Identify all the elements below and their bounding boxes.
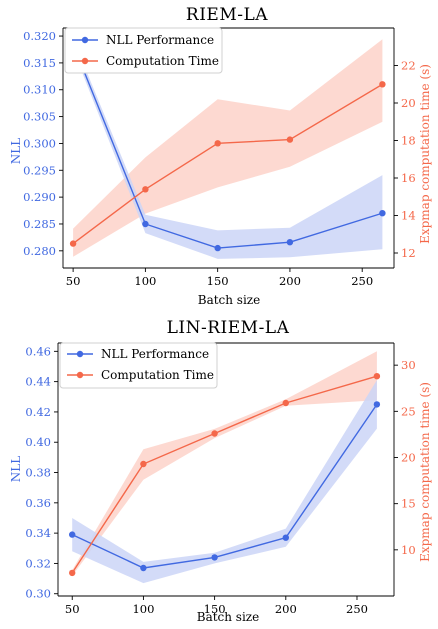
- time-confidence-band: [73, 39, 383, 257]
- y-tick-label: 0.46: [25, 344, 51, 358]
- y2-tick-label: 18: [401, 134, 416, 148]
- time-data-point: [282, 399, 289, 407]
- x-tick-label: 200: [275, 602, 297, 616]
- legend-box: [59, 342, 218, 389]
- nll-data-point: [373, 401, 381, 408]
- legend-time-marker: [81, 57, 89, 65]
- series-points: [69, 40, 386, 252]
- y-tick-label: 0.295: [23, 163, 56, 177]
- uncertainty-bands: [72, 351, 377, 584]
- legend: NLL Performance Computation Time: [64, 27, 223, 74]
- y-axis-label: NLL: [9, 138, 23, 164]
- y2-tick-label: 22: [401, 59, 416, 73]
- y2-tick-label: 10: [401, 543, 416, 557]
- time-data-point: [69, 569, 76, 577]
- time-data-point: [379, 81, 386, 88]
- x-axis-ticks: 50 100 150 200 250: [65, 596, 368, 616]
- time-data-point: [142, 186, 149, 193]
- y-tick-label: 0.32: [25, 556, 51, 570]
- y-tick-label: 0.280: [23, 244, 56, 258]
- y-tick-label: 0.290: [23, 190, 56, 204]
- time-data-point: [211, 430, 218, 437]
- nll-data-point: [214, 244, 221, 252]
- time-data-point: [373, 373, 381, 380]
- chart-title: LIN-RIEM-LA: [167, 318, 290, 338]
- nll-data-point: [142, 220, 149, 228]
- x-tick-label: 200: [279, 274, 301, 288]
- legend-time-label: Computation Time: [106, 54, 219, 68]
- uncertainty-bands: [73, 38, 383, 259]
- chart-title: RIEM-LA: [186, 5, 268, 25]
- y2-tick-label: 14: [401, 209, 416, 223]
- legend-box: [64, 27, 223, 74]
- x-tick-label: 100: [132, 602, 154, 616]
- time-data-point: [140, 460, 147, 468]
- nll-confidence-band: [73, 38, 383, 259]
- legend-time-marker: [76, 371, 84, 379]
- series-points: [69, 373, 381, 577]
- x-axis-label: Batch size: [197, 610, 259, 624]
- y2-tick-label: 20: [401, 96, 416, 110]
- x-tick-label: 50: [65, 602, 80, 616]
- y2-tick-label: 15: [401, 497, 416, 511]
- y2-tick-label: 25: [401, 404, 416, 418]
- legend-nll-label: NLL Performance: [101, 347, 209, 361]
- nll-data-point: [140, 564, 147, 572]
- legend: NLL Performance Computation Time: [59, 342, 218, 389]
- y2-tick-label: 16: [401, 171, 416, 185]
- x-tick-label: 100: [134, 274, 156, 288]
- time-confidence-band: [72, 351, 377, 576]
- y-axis-ticks: 0.280 0.285 0.290 0.295 0.300 0.305 0.310 0.315…: [23, 29, 63, 258]
- x-tick-label: 250: [351, 274, 373, 288]
- y-tick-label: 0.30: [25, 587, 51, 601]
- y-tick-label: 0.285: [23, 217, 56, 231]
- x-tick-label: 50: [66, 274, 81, 288]
- legend-nll-label: NLL Performance: [106, 33, 214, 47]
- nll-data-point: [211, 554, 218, 561]
- y2-axis-label: Expmap computation time (s): [418, 64, 432, 244]
- nll-data-point: [286, 239, 294, 246]
- y-tick-label: 0.310: [23, 83, 56, 97]
- chart-lin-riem-la: LIN-RIEM-LA 50 100 150 200 250 0.300.320.340…: [9, 318, 432, 624]
- nll-data-point: [282, 534, 289, 541]
- y2-axis-ticks: 12 14 16 18 20 22: [394, 59, 416, 260]
- y-axis-ticks: 0.30 0.32 0.34 0.36 0.38 0.40 0.42 0.44 0.46: [25, 344, 58, 601]
- time-data-point: [69, 240, 77, 247]
- chart-riem-la: RIEM-LA 50 100 150 200 250 0.2800.2850.2900.…: [9, 5, 432, 307]
- y2-tick-label: 12: [401, 246, 416, 260]
- x-tick-label: 150: [207, 274, 229, 288]
- time-data-point: [286, 136, 294, 143]
- y2-axis-ticks: 10 15 20 25 30: [394, 358, 416, 557]
- x-axis-ticks: 50 100 150 200 250: [66, 268, 373, 288]
- y2-axis-label: Expmap computation time (s): [418, 382, 432, 562]
- nll-confidence-band: [72, 380, 377, 584]
- x-axis-label: Batch size: [198, 293, 260, 307]
- y-tick-label: 0.315: [23, 56, 56, 70]
- time-data-point: [214, 140, 221, 147]
- y-tick-label: 0.34: [25, 526, 51, 540]
- legend-nll-marker: [81, 36, 89, 44]
- y-tick-label: 0.44: [25, 375, 51, 389]
- nll-data-point: [69, 531, 76, 538]
- y-tick-label: 0.40: [25, 435, 51, 449]
- legend-time-label: Computation Time: [101, 368, 214, 382]
- y-axis-label: NLL: [9, 456, 23, 482]
- y-tick-label: 0.36: [25, 496, 51, 510]
- nll-data-point: [379, 210, 386, 217]
- y-tick-label: 0.320: [23, 29, 56, 43]
- y-tick-label: 0.38: [25, 466, 51, 480]
- legend-nll-marker: [76, 350, 84, 358]
- y2-tick-label: 20: [401, 450, 416, 464]
- x-tick-label: 150: [204, 602, 226, 616]
- y-tick-label: 0.300: [23, 136, 56, 150]
- y2-tick-label: 30: [401, 358, 416, 372]
- y-tick-label: 0.305: [23, 110, 56, 124]
- x-tick-label: 250: [346, 602, 368, 616]
- axes: [57, 342, 395, 597]
- y-tick-label: 0.42: [25, 405, 51, 419]
